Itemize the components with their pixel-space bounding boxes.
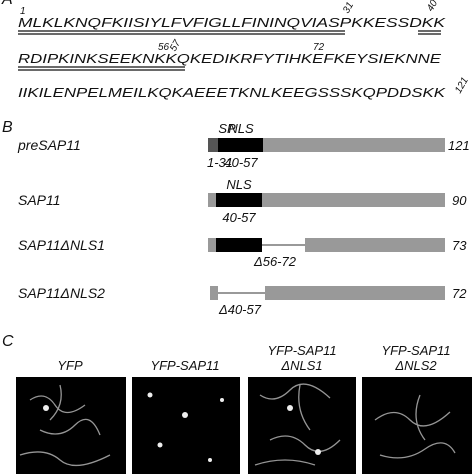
- range-label: 40-57: [222, 210, 256, 225]
- sequence-line: MLKLKNQFKIISIYLFVFIGLLFININQVIASPKKESSDK…: [18, 16, 446, 30]
- protein-bar: [265, 286, 445, 300]
- nls-region: [216, 193, 262, 207]
- range-label: 1-31: [207, 155, 233, 170]
- position: 56: [158, 42, 170, 53]
- nls-region: [216, 238, 262, 252]
- nls-region: [218, 138, 263, 152]
- panel-label: C: [2, 333, 14, 350]
- image-label: YFP-SAP11: [381, 343, 450, 358]
- protein-bar: [210, 286, 218, 300]
- position: 40: [425, 0, 440, 14]
- protein-bar: [208, 193, 216, 207]
- construct-name: SAP11ΔNLS1: [18, 237, 105, 253]
- deletion-label: Δ40-57: [218, 302, 262, 317]
- region-label: NLS: [228, 121, 254, 136]
- protein-bar: [208, 238, 216, 252]
- micrographs: [16, 377, 472, 474]
- region-label: SP: [218, 121, 236, 136]
- construct-name: SAP11: [18, 192, 61, 208]
- image-label: ΔNLS2: [394, 358, 437, 373]
- image-label: YFP: [57, 358, 83, 373]
- protein-bar: [262, 193, 445, 207]
- length: 73: [452, 238, 467, 253]
- position: 57: [168, 38, 183, 54]
- protein-bar: [263, 138, 445, 152]
- length: 72: [452, 286, 467, 301]
- panel-label: A: [1, 0, 13, 8]
- image-label: YFP-SAP11: [150, 358, 219, 373]
- construct-name: preSAP11: [17, 137, 81, 153]
- position: 72: [313, 42, 325, 53]
- region-label: NLS: [226, 177, 252, 192]
- protein-bar: [305, 238, 445, 252]
- position: 121: [453, 76, 471, 96]
- deletion-label: Δ56-72: [253, 254, 297, 269]
- sp-region: [208, 138, 218, 152]
- length: 121: [448, 138, 470, 153]
- image-label: YFP-SAP11: [267, 343, 336, 358]
- sequence-line: IIKILENPELMEILKQKAEEETKNLKEEGSSSKQPDDSKK: [18, 86, 446, 100]
- construct-name: SAP11ΔNLS2: [18, 285, 105, 301]
- length: 90: [452, 193, 467, 208]
- position: 1: [20, 6, 26, 17]
- range-label: 40-57: [224, 155, 258, 170]
- position: 31: [341, 0, 356, 15]
- panel-label: B: [2, 119, 13, 136]
- sequence-line: RDIPKINKSEEKNKKQKEDIKRFYTIHKEFKEYSIEKNNE: [18, 52, 442, 66]
- underlines: [18, 30, 441, 71]
- image-label: ΔNLS1: [280, 358, 322, 373]
